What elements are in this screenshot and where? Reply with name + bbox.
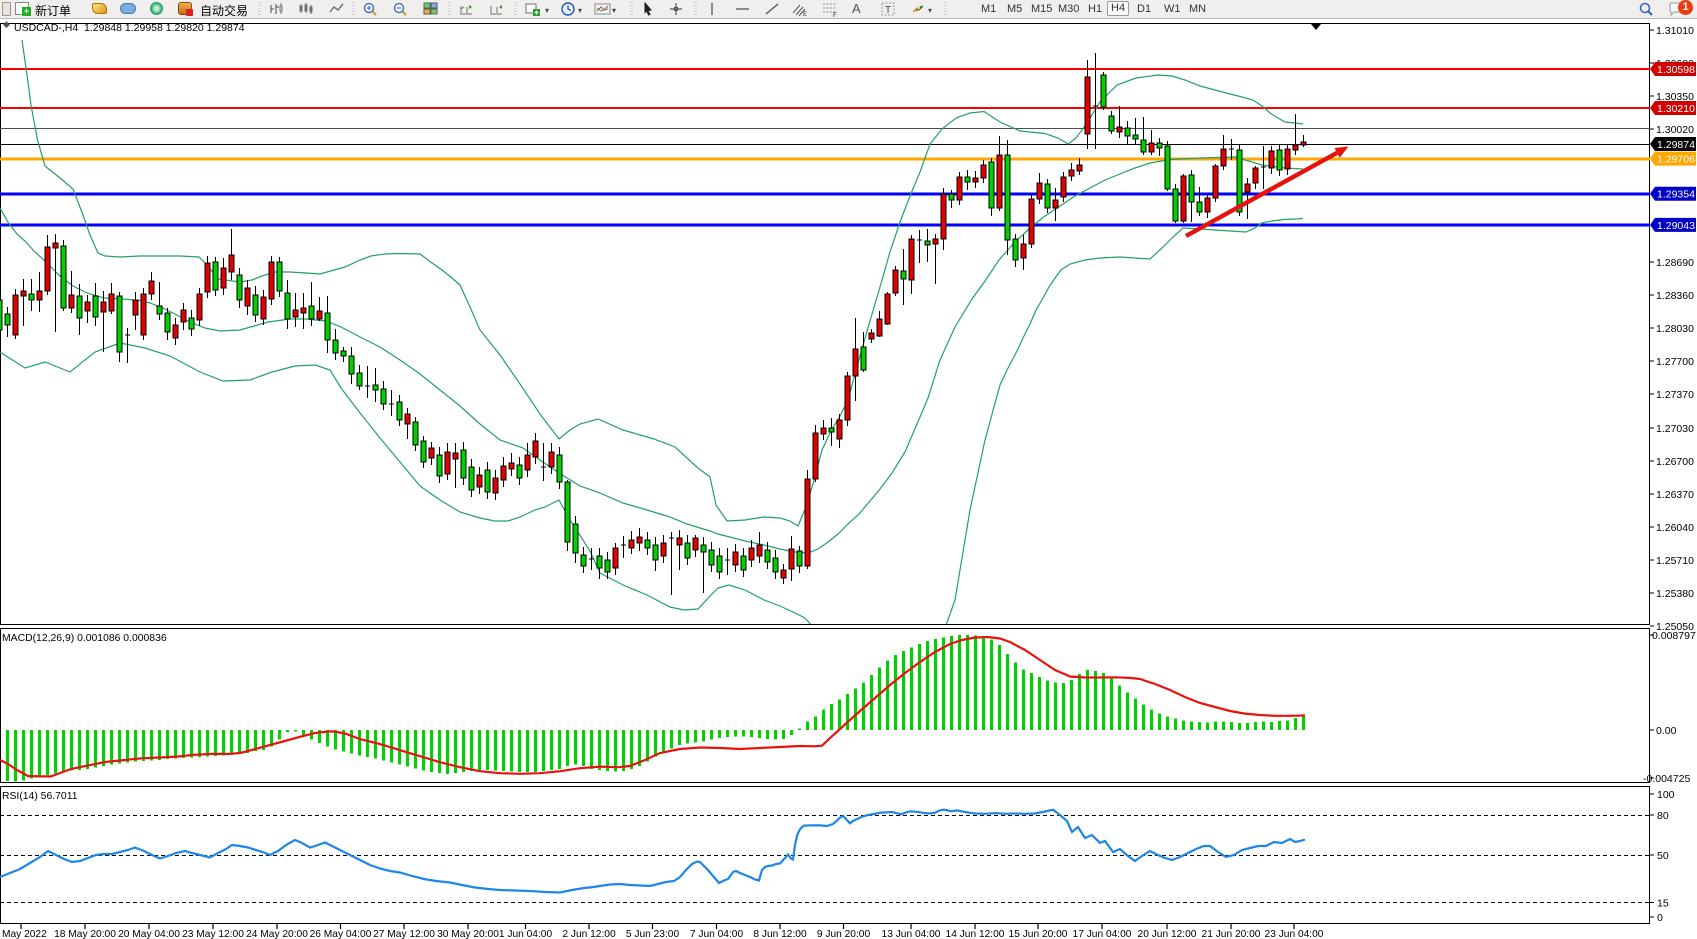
svg-text:1.30210: 1.30210	[1657, 103, 1695, 115]
svg-text:50: 50	[1657, 850, 1669, 862]
svg-text:20 Jun 12:00: 20 Jun 12:00	[1138, 929, 1197, 939]
svg-text:1.29043: 1.29043	[1657, 220, 1695, 232]
svg-text:USDCAD-,H4 1.29848 1.29958 1.: USDCAD-,H4 1.29848 1.29958 1.29820 1.298…	[14, 22, 245, 34]
svg-text:1.28360: 1.28360	[1656, 290, 1694, 302]
svg-text:1.29874: 1.29874	[1657, 139, 1695, 151]
svg-text:21 Jun 20:00: 21 Jun 20:00	[1202, 929, 1261, 939]
svg-text:◆: ◆	[3, 19, 10, 29]
svg-text:0.008797: 0.008797	[1652, 630, 1696, 642]
svg-text:1.30020: 1.30020	[1656, 124, 1694, 136]
svg-text:0: 0	[1657, 912, 1663, 924]
svg-text:7 Jun 04:00: 7 Jun 04:00	[690, 929, 744, 939]
svg-text:-0.004725: -0.004725	[1643, 773, 1690, 785]
svg-text:F: F	[833, 13, 837, 17]
svg-text:RSI(14) 56.7011: RSI(14) 56.7011	[2, 791, 78, 802]
svg-text:1.28030: 1.28030	[1656, 323, 1694, 335]
svg-text:0.00: 0.00	[1656, 725, 1677, 737]
svg-text:8 Jun 12:00: 8 Jun 12:00	[753, 929, 807, 939]
svg-text:1.26370: 1.26370	[1656, 489, 1694, 501]
svg-text:1.28690: 1.28690	[1656, 257, 1694, 269]
svg-text:May 2022: May 2022	[2, 929, 47, 939]
svg-text:15 Jun 20:00: 15 Jun 20:00	[1009, 929, 1068, 939]
svg-text:1.26040: 1.26040	[1656, 522, 1694, 534]
svg-text:1.30350: 1.30350	[1656, 91, 1694, 103]
svg-text:100: 100	[1657, 789, 1675, 801]
svg-text:20 May 04:00: 20 May 04:00	[118, 929, 180, 939]
svg-text:30 May 20:00: 30 May 20:00	[437, 929, 499, 939]
svg-text:17 Jun 04:00: 17 Jun 04:00	[1073, 929, 1132, 939]
svg-text:1.27370: 1.27370	[1656, 389, 1694, 401]
svg-text:1.25380: 1.25380	[1656, 588, 1694, 600]
svg-text:18 May 20:00: 18 May 20:00	[54, 929, 116, 939]
svg-text:9 Jun 20:00: 9 Jun 20:00	[817, 929, 871, 939]
svg-text:1.25710: 1.25710	[1656, 555, 1694, 567]
svg-text:24 May 20:00: 24 May 20:00	[246, 929, 308, 939]
svg-text:1.27030: 1.27030	[1656, 423, 1694, 435]
svg-text:T: T	[885, 5, 891, 16]
svg-text:13 Jun 04:00: 13 Jun 04:00	[882, 929, 941, 939]
svg-text:2 Jun 12:00: 2 Jun 12:00	[562, 929, 616, 939]
svg-text:1.26700: 1.26700	[1656, 456, 1694, 468]
svg-text:80: 80	[1657, 810, 1669, 822]
svg-text:1.25050: 1.25050	[1656, 621, 1694, 633]
svg-text:MACD(12,26,9) 0.001086 0.00083: MACD(12,26,9) 0.001086 0.000836	[2, 633, 167, 644]
svg-text:5 Jun 23:00: 5 Jun 23:00	[626, 929, 680, 939]
svg-text:26 May 04:00: 26 May 04:00	[310, 929, 372, 939]
svg-text:1 Jun 04:00: 1 Jun 04:00	[499, 929, 553, 939]
svg-text:E: E	[803, 12, 807, 17]
svg-text:1.30598: 1.30598	[1657, 64, 1695, 76]
svg-text:1.29706: 1.29706	[1657, 154, 1695, 166]
svg-text:1.31010: 1.31010	[1656, 25, 1694, 37]
svg-text:14 Jun 12:00: 14 Jun 12:00	[946, 929, 1005, 939]
svg-text:1.27700: 1.27700	[1656, 356, 1694, 368]
svg-text:1.29354: 1.29354	[1657, 189, 1695, 201]
svg-text:23 Jun 04:00: 23 Jun 04:00	[1265, 929, 1324, 939]
svg-text:15: 15	[1657, 898, 1669, 910]
svg-text:27 May 12:00: 27 May 12:00	[373, 929, 435, 939]
svg-text:23 May 12:00: 23 May 12:00	[182, 929, 244, 939]
